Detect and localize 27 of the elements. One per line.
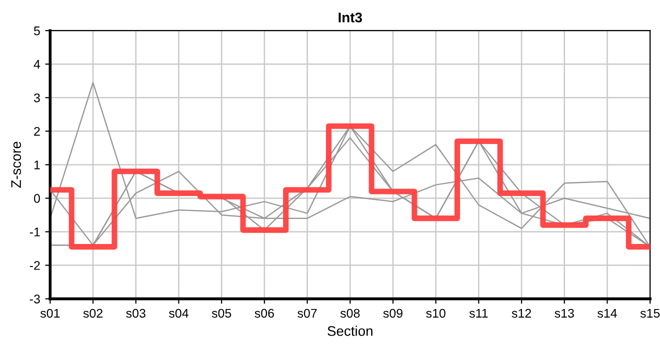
x-axis-title: Section (328, 326, 372, 336)
x-tick-label: s06 (254, 308, 274, 318)
x-tick-label: s12 (512, 308, 531, 318)
x-tick-label: s13 (554, 308, 574, 318)
x-tick-label: s02 (83, 308, 102, 318)
x-tick-label: s08 (340, 308, 360, 318)
chart-title: Int3 (338, 12, 362, 22)
x-tick-label: s11 (469, 308, 488, 318)
x-tick-label: s03 (126, 308, 146, 318)
y-tick-label: 0 (34, 194, 40, 203)
x-tick-label: s10 (426, 308, 446, 318)
x-tick-label: s09 (383, 308, 402, 318)
y-tick-label: 2 (34, 126, 40, 136)
y-axis-title: Z-score (11, 142, 22, 188)
y-tick-label: 4 (34, 60, 40, 69)
x-tick-label: s14 (598, 308, 617, 318)
y-tick-label: -3 (30, 294, 40, 304)
x-tick-label: s04 (168, 308, 188, 318)
x-tick-label: s05 (212, 308, 232, 318)
x-tick-label: s07 (298, 308, 317, 318)
x-tick-label: s15 (640, 308, 660, 318)
y-tick-label: -1 (30, 228, 40, 236)
y-tick-label: 5 (34, 26, 40, 36)
y-tick-label: 1 (34, 160, 40, 170)
x-tick-label: s01 (40, 308, 60, 318)
y-tick-label: -2 (30, 261, 40, 270)
y-tick-label: 3 (34, 93, 40, 102)
